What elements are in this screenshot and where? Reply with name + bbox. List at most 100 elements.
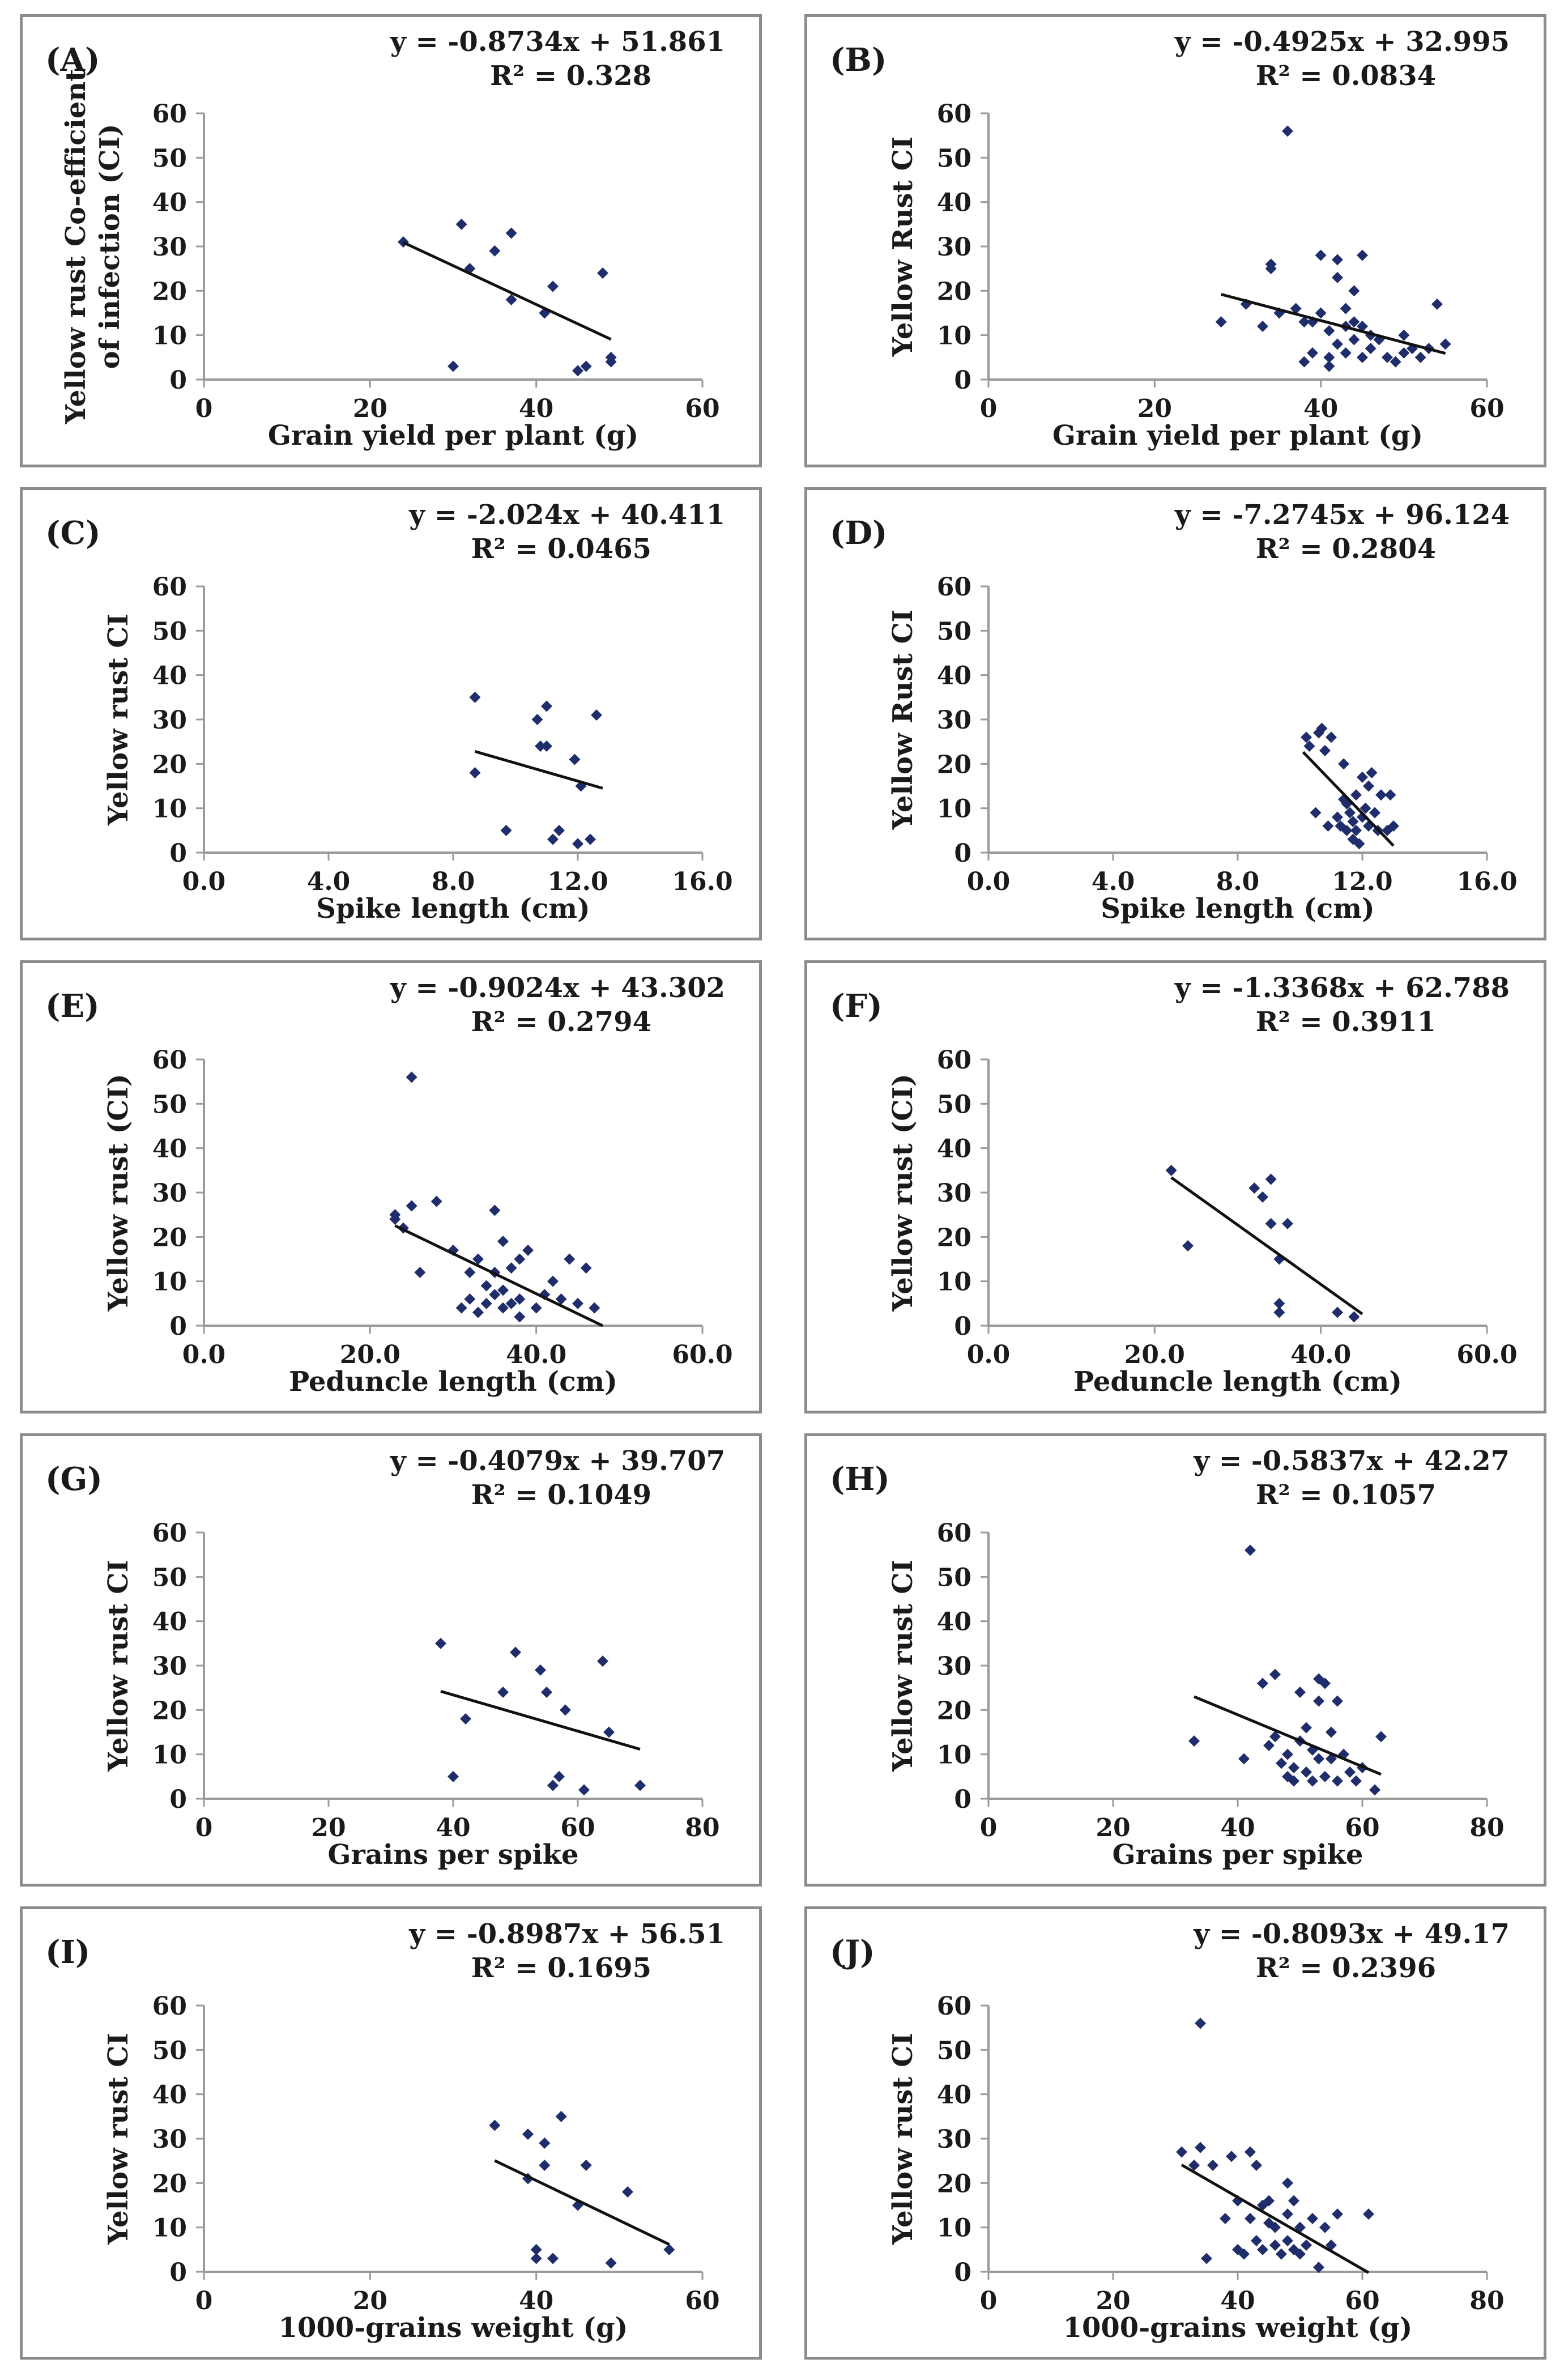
x-axis-title: Peduncle length (cm) <box>1073 1366 1402 1398</box>
y-tick-label: 50 <box>937 1090 971 1119</box>
panel-label: (D) <box>830 514 888 552</box>
data-point <box>1288 2195 1299 2207</box>
trend-line <box>394 1224 604 1327</box>
y-tick-label: 30 <box>152 233 187 262</box>
data-point <box>1366 767 1378 778</box>
data-point <box>535 1664 546 1676</box>
y-tick-label: 0 <box>169 1312 187 1341</box>
x-axis-title: Grains per spike <box>1113 1839 1363 1871</box>
data-point <box>1282 1748 1293 1760</box>
data-point <box>535 740 546 752</box>
data-point <box>1294 2248 1306 2260</box>
r-squared-label: R² = 0.2804 <box>1256 533 1436 565</box>
chart-panel-e: (E) y = -0.9024x + 43.302 R² = 0.2794 0 10 20… <box>20 960 762 1413</box>
y-tick-label: 60 <box>937 100 971 129</box>
x-tick-label: 0 <box>195 394 213 423</box>
data-point <box>1319 2221 1331 2233</box>
y-axis-title: Yellow rust Co-efficient <box>60 69 92 425</box>
data-point <box>1357 811 1368 823</box>
data-point <box>1365 343 1377 355</box>
trendline-equation: y = -1.3368x + 62.788 <box>1174 972 1510 1004</box>
x-tick-label: 0.0 <box>967 1340 1011 1369</box>
data-point <box>1301 1722 1312 1734</box>
data-point <box>1350 1775 1362 1787</box>
y-tick-label: 50 <box>937 2036 971 2065</box>
y-tick-label: 20 <box>152 750 187 779</box>
y-tick-label: 10 <box>152 2214 187 2243</box>
x-tick-label: 60 <box>1345 1813 1379 1842</box>
y-tick-label: 40 <box>152 1608 187 1637</box>
chart-panel-g: (G) y = -0.4079x + 39.707 R² = 0.1049 0 10 20… <box>20 1433 762 1887</box>
data-point <box>1340 347 1352 359</box>
data-point <box>464 1293 476 1305</box>
y-tick-label: 10 <box>937 2214 971 2243</box>
y-tick-label: 50 <box>152 1090 187 1119</box>
y-axis-title: Yellow rust (CI) <box>887 1074 919 1312</box>
trend-line <box>1170 1176 1363 1315</box>
data-point <box>1323 351 1335 363</box>
data-point <box>547 1275 559 1287</box>
data-point <box>547 1779 559 1791</box>
trend-line <box>494 2159 670 2246</box>
y-tick-label: 20 <box>152 277 187 306</box>
data-point <box>1353 838 1365 850</box>
data-point <box>1251 2235 1262 2247</box>
trendline-equation: y = -0.8093x + 49.17 <box>1193 1918 1510 1950</box>
data-point <box>1276 1757 1287 1769</box>
data-point <box>514 1311 526 1323</box>
data-point <box>448 360 459 372</box>
data-point <box>530 2243 542 2255</box>
y-tick-label: 10 <box>152 1741 187 1770</box>
data-point <box>541 1687 552 1698</box>
r-squared-label: R² = 0.2794 <box>471 1006 651 1038</box>
x-tick-label: 40 <box>1220 1813 1255 1842</box>
data-point <box>597 1655 608 1667</box>
chart-panel-a: (A) y = -0.8734x + 51.861 R² = 0.328 0 10 20 3… <box>20 14 762 467</box>
data-point <box>472 1306 484 1318</box>
data-point <box>1257 2243 1268 2255</box>
y-tick-label: 10 <box>937 322 971 351</box>
y-tick-label: 50 <box>937 144 971 173</box>
x-tick-label: 40 <box>1220 2287 1255 2315</box>
data-point <box>1238 2248 1250 2260</box>
data-point <box>1220 2213 1231 2224</box>
data-point <box>1182 1240 1194 1251</box>
x-tick-label: 80 <box>1469 2287 1504 2315</box>
y-tick-label: 40 <box>152 189 187 218</box>
data-point <box>541 700 552 712</box>
y-tick-label: 50 <box>937 1563 971 1592</box>
x-tick-label: 4.0 <box>307 867 351 896</box>
data-point <box>580 360 592 372</box>
y-tick-label: 10 <box>152 322 187 351</box>
data-point <box>505 1262 517 1274</box>
data-point <box>1360 802 1371 814</box>
data-point <box>1265 1217 1277 1229</box>
data-point <box>1207 2160 1218 2171</box>
data-point <box>603 1726 615 1738</box>
x-tick-label: 20 <box>1096 2287 1130 2315</box>
data-point <box>1288 1762 1299 1774</box>
y-axis-title: Yellow Rust CI <box>887 610 919 831</box>
trendline-equation: y = -0.4079x + 39.707 <box>390 1445 725 1477</box>
x-tick-label: 60.0 <box>672 1340 732 1369</box>
data-point <box>530 2253 542 2264</box>
x-tick-label: 0.0 <box>967 867 1011 896</box>
y-tick-label: 30 <box>152 1179 187 1208</box>
data-point <box>464 1267 476 1278</box>
data-point <box>514 1253 526 1265</box>
data-point <box>597 267 608 279</box>
data-point <box>480 1297 492 1309</box>
y-tick-label: 50 <box>937 617 971 646</box>
chart-panel-f: (F) y = -1.3368x + 62.788 R² = 0.3911 0 10 20… <box>804 960 1546 1413</box>
data-point <box>1245 2146 1256 2158</box>
data-point <box>1357 771 1368 783</box>
data-point <box>622 2186 633 2198</box>
data-point <box>547 280 559 292</box>
y-tick-label: 60 <box>937 1046 971 1075</box>
data-point <box>1388 820 1399 832</box>
data-point <box>1269 2240 1281 2251</box>
data-point <box>406 1071 417 1083</box>
y-tick-label: 20 <box>937 277 971 306</box>
